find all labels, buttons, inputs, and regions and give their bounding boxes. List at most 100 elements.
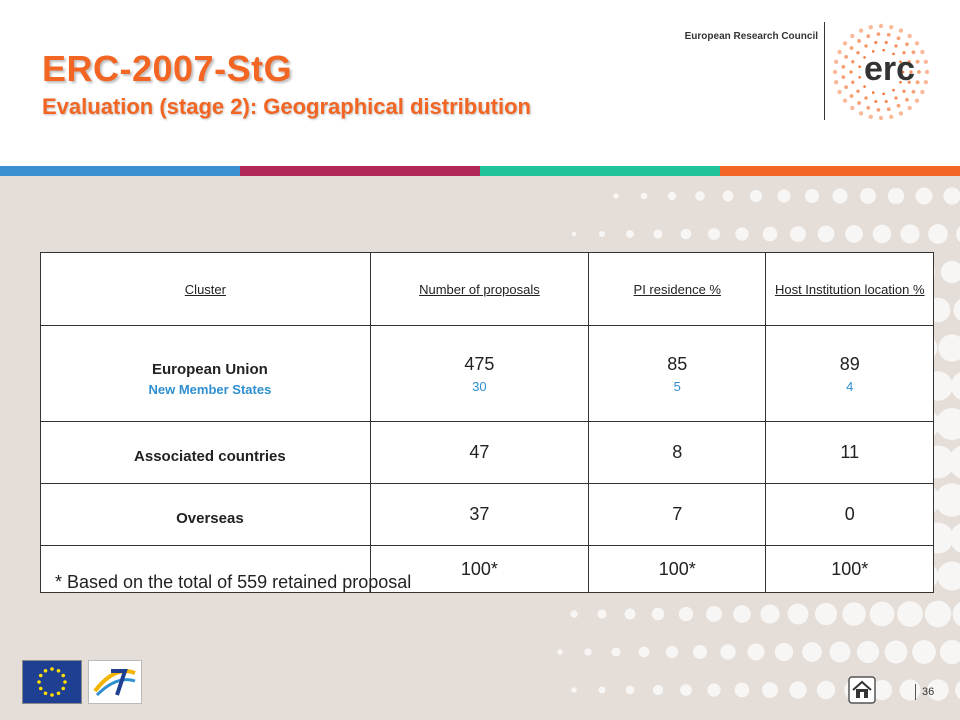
- home-button[interactable]: [848, 676, 876, 704]
- erc-logo-dot: [850, 105, 855, 111]
- table-cell: 8: [588, 421, 767, 484]
- erc-logo-dot: [923, 59, 929, 64]
- erc-logo-dot: [868, 24, 873, 30]
- background-dot: [733, 605, 751, 623]
- background-dot: [720, 644, 736, 660]
- erc-logo-dot: [914, 98, 920, 103]
- erc-logo-dot: [905, 42, 909, 47]
- erc-logo-dot: [911, 50, 916, 55]
- cell-value: 100*: [460, 558, 498, 579]
- table-header-row: Cluster Number of proposals PI residence…: [40, 252, 934, 326]
- erc-logo-dot: [889, 114, 894, 120]
- background-dot: [653, 229, 663, 239]
- background-dot: [935, 407, 960, 441]
- background-dot: [707, 683, 721, 697]
- background-dot: [955, 680, 960, 700]
- background-dot: [761, 681, 779, 699]
- erc-logo-dot: [841, 75, 846, 80]
- erc-logo-dot: [844, 54, 849, 59]
- background-dot: [749, 189, 763, 203]
- erc-logo-dot: [899, 60, 902, 64]
- column-header-number-of-proposals: Number of proposals: [369, 252, 590, 326]
- cell-value: 89: [839, 353, 860, 374]
- background-dot: [570, 610, 578, 618]
- background-dot: [613, 193, 619, 199]
- erc-logo-dot: [899, 80, 902, 84]
- table-row: Associated countries 47 8 11: [40, 421, 934, 484]
- home-icon: [848, 676, 876, 704]
- eu-star: [61, 673, 66, 678]
- erc-logo-icon: erc: [832, 23, 930, 121]
- page-number: 36: [922, 686, 935, 698]
- erc-logo-dot: [909, 70, 913, 74]
- background-dot: [924, 600, 952, 628]
- color-bar: [0, 166, 960, 176]
- background-dot: [625, 685, 635, 695]
- erc-logo-dot: [886, 107, 891, 112]
- table-cell: 37: [369, 483, 590, 546]
- background-dot: [816, 680, 836, 700]
- background-dot: [624, 608, 636, 620]
- row-label: Associated countries: [134, 447, 286, 465]
- cell-subvalue: 30: [472, 378, 487, 394]
- erc-logo-dot: [858, 111, 864, 116]
- table-cell: 475 30: [369, 325, 590, 422]
- erc-logo-dot: [884, 40, 888, 45]
- background-dot: [640, 192, 648, 200]
- background-dot: [937, 561, 960, 591]
- background-dot: [762, 226, 778, 242]
- erc-logo-dot: [915, 80, 920, 85]
- eu-star: [38, 673, 43, 678]
- background-dot: [856, 640, 880, 664]
- background-dot: [722, 190, 734, 202]
- background-dot: [897, 601, 923, 627]
- erc-logo-dot: [917, 70, 921, 74]
- eu-star: [43, 691, 48, 696]
- table-cell: 47: [369, 421, 590, 484]
- table-cell: 7: [588, 483, 767, 546]
- erc-logo-dot: [874, 40, 878, 45]
- erc-logo-dot: [837, 49, 842, 55]
- background-dot: [760, 604, 780, 624]
- slide-header: ERC-2007-StG Evaluation (stage 2): Geogr…: [0, 0, 960, 166]
- background-dot: [678, 606, 694, 622]
- background-dot: [899, 679, 921, 701]
- color-bar-orange: [720, 166, 960, 176]
- table-row-total: 100* 100* 100*: [40, 545, 934, 593]
- erc-logo-dot: [902, 89, 906, 93]
- row-label-cell: Associated countries: [40, 421, 371, 484]
- table-cell: 100*: [588, 545, 767, 593]
- erc-logo-dot: [844, 85, 849, 90]
- erc-logo-dot: [920, 49, 925, 55]
- erc-logo-dot: [849, 70, 853, 74]
- background-dot: [651, 607, 665, 621]
- erc-logo-dot: [842, 41, 848, 46]
- cell-value: 475: [464, 353, 495, 374]
- background-dot: [832, 188, 848, 204]
- erc-logo-dot: [841, 64, 846, 69]
- background-dot: [680, 684, 692, 696]
- table-cell: 85 5: [588, 325, 767, 422]
- background-dot: [626, 230, 634, 238]
- row-sublabel: New Member States: [148, 382, 272, 397]
- erc-logo-dot: [894, 44, 898, 48]
- row-label-cell: Overseas: [40, 483, 371, 546]
- erc-logo-dot: [850, 33, 855, 39]
- slide-body: Cluster Number of proposals PI residence…: [0, 176, 960, 720]
- erc-logo-dot: [849, 46, 854, 50]
- background-dot: [665, 645, 679, 659]
- erc-logo-dot: [842, 98, 848, 103]
- organization-name: European Research Council: [684, 31, 818, 42]
- erc-logo-dot: [886, 32, 891, 37]
- background-dot: [912, 640, 936, 664]
- erc-logo-dot: [892, 88, 895, 92]
- erc-logo-dot: [896, 103, 901, 108]
- table-cell: 0: [765, 483, 934, 546]
- background-dot: [707, 227, 721, 241]
- erc-logo-text: erc: [864, 50, 915, 88]
- table-cell: 11: [765, 421, 934, 484]
- background-dot: [953, 299, 960, 321]
- color-bar-green: [480, 166, 720, 176]
- erc-logo-dot: [837, 89, 842, 95]
- background-dot: [705, 605, 723, 623]
